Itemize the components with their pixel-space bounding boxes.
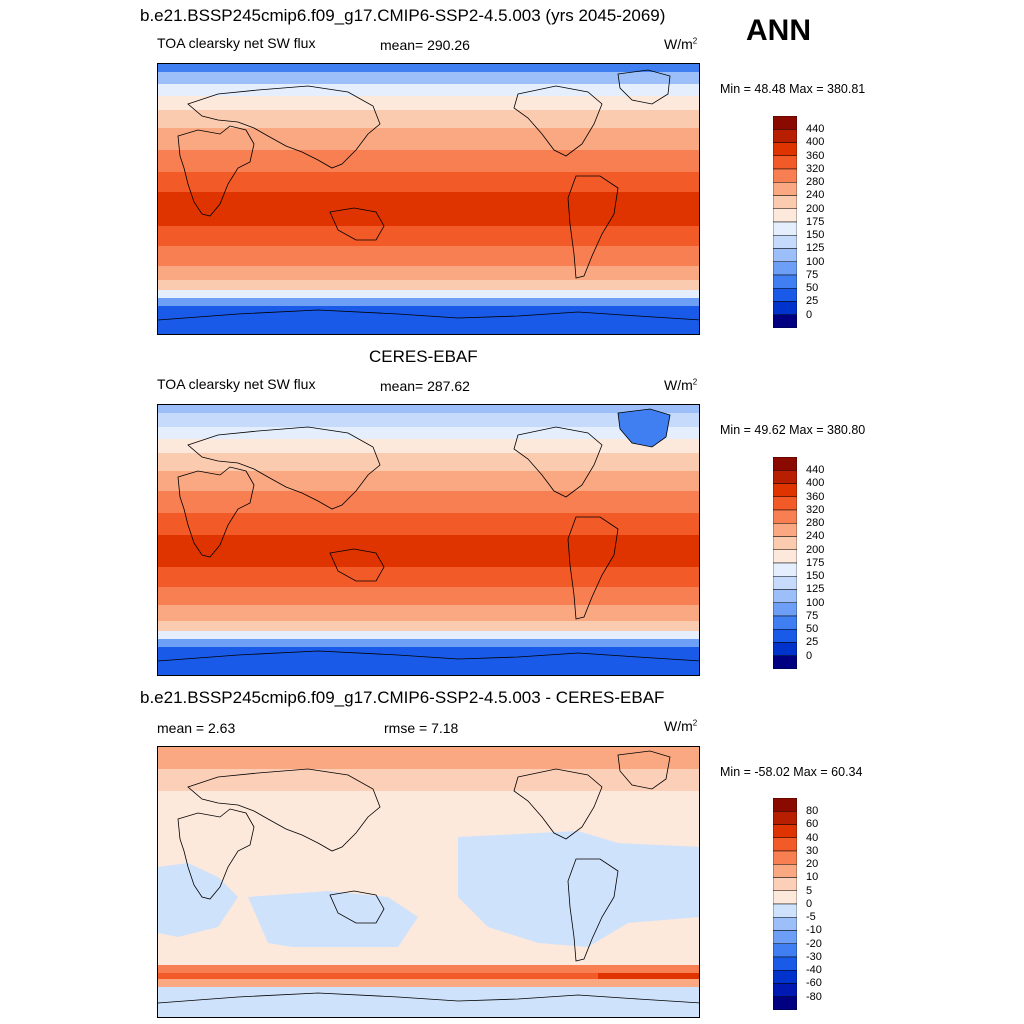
panel2-colorbar-label: 400 <box>806 477 825 490</box>
panel1-colorbar-label: 100 <box>806 255 825 268</box>
panel1-colorbar-svg <box>772 115 798 329</box>
panel1-colorbar-label: 175 <box>806 215 825 228</box>
panel2-unit-label: W/m2 <box>664 377 698 393</box>
panel2-colorbar-label: 360 <box>806 490 825 503</box>
panel1-colorbar <box>772 115 798 333</box>
panel1-unit-label: W/m2 <box>664 36 698 52</box>
panel2-colorbar-label: 100 <box>806 596 825 609</box>
panel1-colorbar-label: 280 <box>806 176 825 188</box>
panel3-minmax: Min = -58.02 Max = 60.34 <box>720 765 863 779</box>
panel3-map-svg <box>158 747 699 1017</box>
panel1-colorbar-label: 0 <box>806 308 813 321</box>
panel2-colorbar-label: 240 <box>806 530 825 543</box>
season-label: ANN <box>746 14 811 47</box>
panel1-title: b.e21.BSSP245cmip6.f09_g17.CMIP6-SSP2-4.… <box>140 6 666 25</box>
panel3-colorbar-label: 30 <box>806 844 819 857</box>
panel2-colorbar-label: 200 <box>806 543 825 556</box>
panel3-colorbar-label: -20 <box>806 937 822 950</box>
panel2-title: CERES-EBAF <box>369 347 478 366</box>
panel3-colorbar-label: 20 <box>806 858 819 870</box>
panel1-colorbar-label: 50 <box>806 282 819 294</box>
panel2-colorbar <box>772 456 798 674</box>
panel2-minmax: Min = 49.62 Max = 380.80 <box>720 423 866 437</box>
panel1-colorbar-label: 125 <box>806 242 825 255</box>
panel1-colorbar-label: 75 <box>806 268 819 281</box>
panel3-title: b.e21.BSSP245cmip6.f09_g17.CMIP6-SSP2-4.… <box>140 688 665 707</box>
panel2-colorbar-label: 0 <box>806 649 813 662</box>
panel3-mean-label: mean = 2.63 <box>157 720 236 736</box>
panel1-colorbar-label: 400 <box>806 136 825 149</box>
panel2-colorbar-svg <box>772 456 798 670</box>
panel3-colorbar-label: -80 <box>806 990 822 1003</box>
panel2-colorbar-label: 150 <box>806 570 825 582</box>
panel1-variable-label: TOA clearsky net SW flux <box>157 35 316 51</box>
panel1-mean-label: mean= 290.26 <box>380 37 470 53</box>
panel3-colorbar-label: 40 <box>806 831 819 844</box>
panel3-colorbar <box>772 797 798 1015</box>
panel2-map <box>157 404 700 676</box>
panel2-colorbar-label: 125 <box>806 583 825 596</box>
panel3-colorbar-svg <box>772 797 798 1011</box>
panel3-colorbar-label: -40 <box>806 964 822 976</box>
panel1-colorbar-label: 440 <box>806 123 825 135</box>
panel2-map-svg <box>158 405 699 675</box>
panel3-colorbar-label: -5 <box>806 911 816 923</box>
panel1-colorbar-label: 200 <box>806 202 825 215</box>
panel1-colorbar-label: 240 <box>806 189 825 202</box>
panel1-colorbar-label: 360 <box>806 149 825 162</box>
panel1-minmax: Min = 48.48 Max = 380.81 <box>720 82 866 96</box>
panel3-unit-label: W/m2 <box>664 718 698 734</box>
panel3-colorbar-label: 0 <box>806 897 813 910</box>
panel1-map <box>157 63 700 335</box>
panel2-colorbar-label: 50 <box>806 623 819 635</box>
panel3-colorbar-label: -60 <box>806 977 822 990</box>
panel2-colorbar-label: 440 <box>806 464 825 476</box>
panel2-variable-label: TOA clearsky net SW flux <box>157 376 316 392</box>
panel1-colorbar-label: 320 <box>806 162 825 175</box>
panel1-colorbar-label: 25 <box>806 295 819 308</box>
panel3-colorbar-label: 10 <box>806 871 819 884</box>
panel3-colorbar-label: 80 <box>806 805 819 817</box>
panel2-colorbar-label: 75 <box>806 609 819 622</box>
panel2-mean-label: mean= 287.62 <box>380 378 470 394</box>
panel2-colorbar-label: 175 <box>806 556 825 569</box>
panel1-colorbar-label: 150 <box>806 229 825 241</box>
panel2-colorbar-label: 280 <box>806 517 825 529</box>
panel3-map <box>157 746 700 1018</box>
panel3-rmse-label: rmse = 7.18 <box>384 720 459 736</box>
panel3-colorbar-label: 5 <box>806 884 813 897</box>
panel3-colorbar-label: 60 <box>806 818 819 831</box>
panel3-colorbar-label: -30 <box>806 950 822 963</box>
panel1-map-svg <box>158 64 699 334</box>
panel2-colorbar-label: 320 <box>806 503 825 516</box>
panel3-colorbar-label: -10 <box>806 924 822 937</box>
panel2-colorbar-label: 25 <box>806 636 819 649</box>
